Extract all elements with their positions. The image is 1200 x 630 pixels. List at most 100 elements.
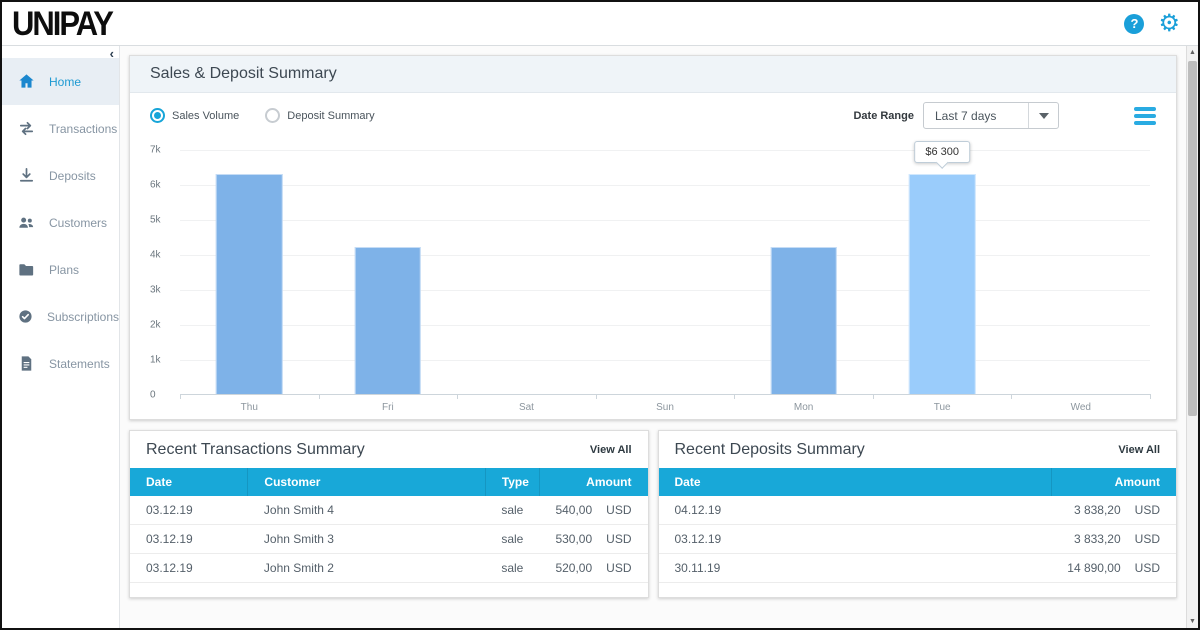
chart-category-mon	[734, 150, 873, 394]
chart-gridline	[180, 325, 1150, 326]
cell-amount: 540,00 USD	[539, 496, 648, 525]
sidebar-item-statements[interactable]: Statements	[2, 340, 119, 387]
cell-date: 04.12.19	[658, 496, 1052, 525]
chart-type-radio-group: Sales Volume Deposit Summary	[150, 108, 375, 123]
chart-category-fri	[319, 150, 458, 394]
x-axis-tick-label: Sat	[518, 402, 534, 413]
sidebar-item-label: Home	[49, 74, 82, 89]
column-header-date: Date	[658, 468, 1052, 496]
column-header-amount: Amount	[539, 468, 648, 496]
transactions-view-all-link[interactable]: View All	[589, 444, 632, 456]
sidebar-item-label: Statements	[49, 356, 110, 371]
table-row[interactable]: 03.12.19 John Smith 3 sale 530,00 USD	[130, 524, 648, 554]
column-header-type: Type	[485, 468, 540, 496]
sidebar-item-home[interactable]: Home	[2, 58, 119, 105]
sidebar-item-transactions[interactable]: Transactions	[2, 105, 119, 152]
plans-icon	[19, 264, 34, 276]
bar-mon[interactable]	[770, 247, 837, 394]
chevron-down-icon[interactable]	[1028, 103, 1058, 128]
scrollbar-thumb[interactable]	[1188, 61, 1197, 417]
cell-type: sale	[485, 524, 540, 554]
scrollbar-down-arrow-icon[interactable]: ▼	[1189, 618, 1196, 625]
cell-customer: John Smith 2	[247, 553, 486, 583]
deposits-panel: Recent Deposits Summary View All Date Amo…	[657, 430, 1177, 598]
sidebar-item-plans[interactable]: Plans	[2, 246, 119, 293]
scrollbar-up-arrow-icon[interactable]: ▲	[1189, 49, 1196, 56]
radio-deposit-summary[interactable]: Deposit Summary	[265, 108, 375, 123]
x-axis-tick-label: Thu	[240, 402, 258, 413]
chart-gridline	[180, 255, 1150, 256]
transactions-table: Date Customer Type Amount 03.12.19 John Smit…	[130, 468, 648, 583]
deposits-title: Recent Deposits Summary	[674, 441, 865, 458]
deposits-icon	[19, 167, 34, 182]
y-axis-tick-label: 7k	[150, 144, 161, 156]
x-axis-tick	[1011, 394, 1013, 399]
cell-date: 03.12.19	[658, 524, 1052, 554]
subscriptions-icon	[19, 310, 32, 323]
x-axis-tick	[457, 394, 459, 399]
main-scroll-area: Sales & Deposit Summary Sales Volume Depo…	[120, 46, 1186, 628]
x-axis-tick	[872, 394, 874, 399]
cell-amount: 3 838,20 USD	[1051, 496, 1176, 525]
x-axis-tick-label: Tue	[933, 402, 951, 413]
bar-thu[interactable]	[216, 173, 283, 394]
radio-label: Sales Volume	[172, 109, 240, 122]
cell-amount: 520,00 USD	[539, 553, 648, 583]
hamburger-menu-icon[interactable]	[1134, 106, 1156, 125]
cell-amount: 3 833,20 USD	[1051, 524, 1176, 554]
table-row[interactable]: 30.11.19 14 890,00 USD	[658, 553, 1176, 583]
radio-button-icon[interactable]	[150, 108, 165, 123]
sidebar-item-subscriptions[interactable]: Subscriptions	[2, 293, 119, 340]
chart-x-axis-labels: Thu Fri Sat Sun Mon Tue Wed	[180, 395, 1150, 413]
chart-gridline	[180, 185, 1150, 186]
table-row[interactable]: 04.12.19 3 838,20 USD	[658, 496, 1176, 525]
cell-date: 30.11.19	[658, 553, 1052, 583]
vertical-scrollbar[interactable]: ▲ ▼	[1186, 46, 1198, 628]
customers-icon	[19, 217, 34, 228]
table-row[interactable]: 03.12.19 John Smith 2 sale 520,00 USD	[130, 553, 648, 583]
chart-category-sun	[596, 150, 735, 394]
sidebar-item-customers[interactable]: Customers	[2, 199, 119, 246]
x-axis-tick	[180, 394, 181, 399]
radio-sales-volume[interactable]: Sales Volume	[150, 108, 239, 123]
transactions-icon	[19, 121, 34, 136]
help-icon[interactable]: ?	[1124, 13, 1145, 34]
transactions-panel: Recent Transactions Summary View All Dat…	[129, 430, 649, 598]
x-axis-tick-label: Sun	[656, 402, 674, 413]
cell-type: sale	[485, 553, 540, 583]
sidebar-item-label: Customers	[49, 215, 108, 230]
panel-title: Sales & Deposit Summary	[150, 65, 337, 82]
y-axis-tick-label: 1k	[150, 354, 161, 366]
deposits-view-all-link[interactable]: View All	[1118, 444, 1160, 456]
y-axis-tick-label: 3k	[150, 284, 161, 296]
cell-date: 03.12.19	[130, 524, 248, 554]
chart-gridline	[180, 360, 1150, 361]
radio-button-icon[interactable]	[265, 108, 281, 123]
date-range-select[interactable]: Last 7 days	[923, 102, 1059, 129]
top-header: UNIPAY ? ⚙	[2, 2, 1198, 45]
panel-header: Sales & Deposit Summary	[130, 56, 1176, 93]
radio-label: Deposit Summary	[287, 109, 375, 122]
date-range-control: Date Range Last 7 days	[853, 102, 1059, 129]
column-header-customer: Customer	[247, 468, 486, 496]
x-axis-tick	[734, 394, 736, 399]
y-axis-tick-label: 0	[150, 389, 156, 401]
table-row[interactable]: 03.12.19 3 833,20 USD	[658, 524, 1176, 554]
cell-customer: John Smith 4	[247, 496, 486, 525]
sidebar-item-label: Subscriptions	[46, 309, 119, 324]
chart-controls: Sales Volume Deposit Summary Date Range L…	[130, 93, 1176, 136]
sidebar-item-deposits[interactable]: Deposits	[2, 152, 119, 199]
chart-gridline	[180, 150, 1150, 151]
bar-tue[interactable]	[908, 173, 976, 394]
x-axis-tick	[595, 394, 597, 399]
chart-gridline	[180, 220, 1150, 221]
chart-tooltip: $6 300	[914, 140, 970, 163]
cell-date: 03.12.19	[130, 553, 248, 583]
gear-icon[interactable]: ⚙	[1158, 9, 1180, 37]
bar-chart: 0 1k 2k 3k 4k 5k 6k 7k $6 300 Thu Fri Sat Sun Mon Tue…	[130, 136, 1176, 419]
bar-fri[interactable]	[354, 247, 422, 394]
unipay-logo: UNIPAY	[12, 3, 114, 43]
table-row[interactable]: 03.12.19 John Smith 4 sale 540,00 USD	[130, 496, 648, 525]
sidebar-collapse-icon[interactable]: ‹	[109, 46, 114, 61]
main-area: Sales & Deposit Summary Sales Volume Depo…	[120, 46, 1198, 628]
